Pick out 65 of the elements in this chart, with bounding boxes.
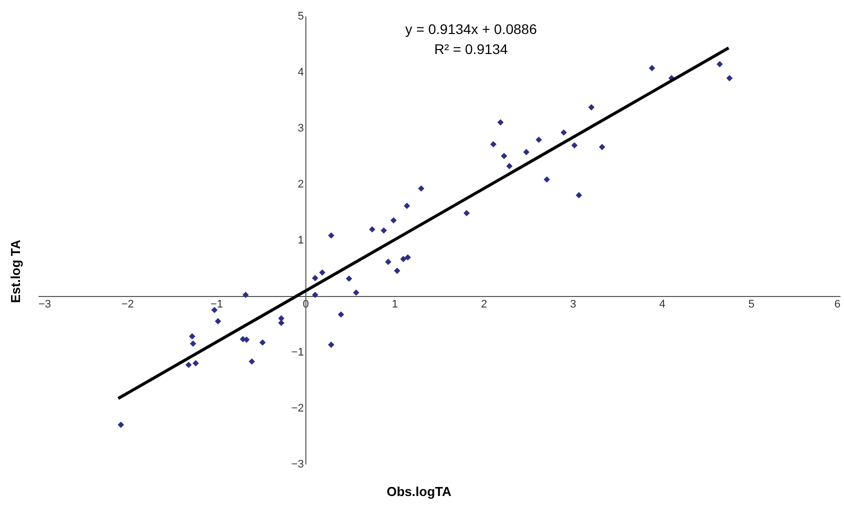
point — [500, 152, 508, 160]
point — [248, 358, 256, 365]
point — [390, 217, 397, 224]
point — [394, 268, 400, 274]
point — [185, 362, 192, 368]
point — [400, 256, 407, 262]
point — [385, 258, 392, 265]
x-tick-label: −1 — [210, 298, 223, 310]
y-tick-label: 5 — [298, 10, 304, 22]
point — [312, 274, 318, 282]
point — [544, 176, 550, 183]
point — [418, 185, 424, 192]
point — [243, 336, 250, 343]
point — [118, 422, 124, 428]
y-tick-label: 3 — [298, 122, 304, 134]
y-tick-label: −3 — [291, 458, 304, 470]
point — [571, 142, 578, 149]
point — [328, 342, 334, 348]
y-tick-label: 2 — [298, 178, 304, 190]
point — [523, 148, 530, 156]
point — [560, 129, 567, 136]
x-tick-label: 4 — [659, 298, 666, 310]
point — [338, 311, 344, 318]
point — [278, 320, 284, 326]
point — [506, 162, 513, 170]
point — [328, 232, 334, 239]
point — [490, 141, 497, 148]
x-tick-label: 2 — [480, 298, 488, 310]
point — [319, 269, 326, 276]
y-tick-label: −1 — [291, 346, 304, 358]
point — [352, 289, 360, 296]
annotation: R² = 0.9134 — [434, 41, 508, 57]
point — [536, 136, 542, 143]
point — [588, 104, 595, 110]
x-tick-label: −2 — [121, 298, 134, 310]
point — [189, 333, 196, 340]
x-axis-title: Obs.logTA — [386, 484, 452, 499]
point — [598, 144, 606, 150]
y-tick-label: −2 — [291, 402, 304, 414]
point — [259, 339, 266, 346]
point — [463, 210, 470, 216]
point — [312, 292, 318, 298]
point — [369, 226, 376, 233]
point — [190, 340, 196, 347]
y-tick-label: 1 — [298, 234, 304, 246]
x-tick-label: −3 — [38, 298, 52, 310]
x-tick-label: 3 — [570, 298, 576, 310]
point — [716, 61, 723, 68]
x-tick-label: 5 — [748, 298, 754, 310]
y-tick-label: 4 — [298, 66, 304, 78]
point — [192, 360, 199, 366]
point — [214, 318, 222, 324]
x-tick-label: 1 — [392, 298, 398, 310]
x-tick-label: 6 — [834, 298, 840, 310]
y-axis-title: Est.log TA — [8, 239, 23, 304]
point — [726, 75, 733, 82]
point — [576, 192, 582, 198]
point — [346, 275, 352, 282]
point — [404, 254, 411, 261]
point — [242, 292, 249, 298]
point — [497, 119, 504, 126]
point — [380, 227, 387, 234]
point — [648, 64, 656, 72]
point — [404, 202, 410, 209]
annotation: y = 0.9134x + 0.0886 — [405, 21, 538, 37]
